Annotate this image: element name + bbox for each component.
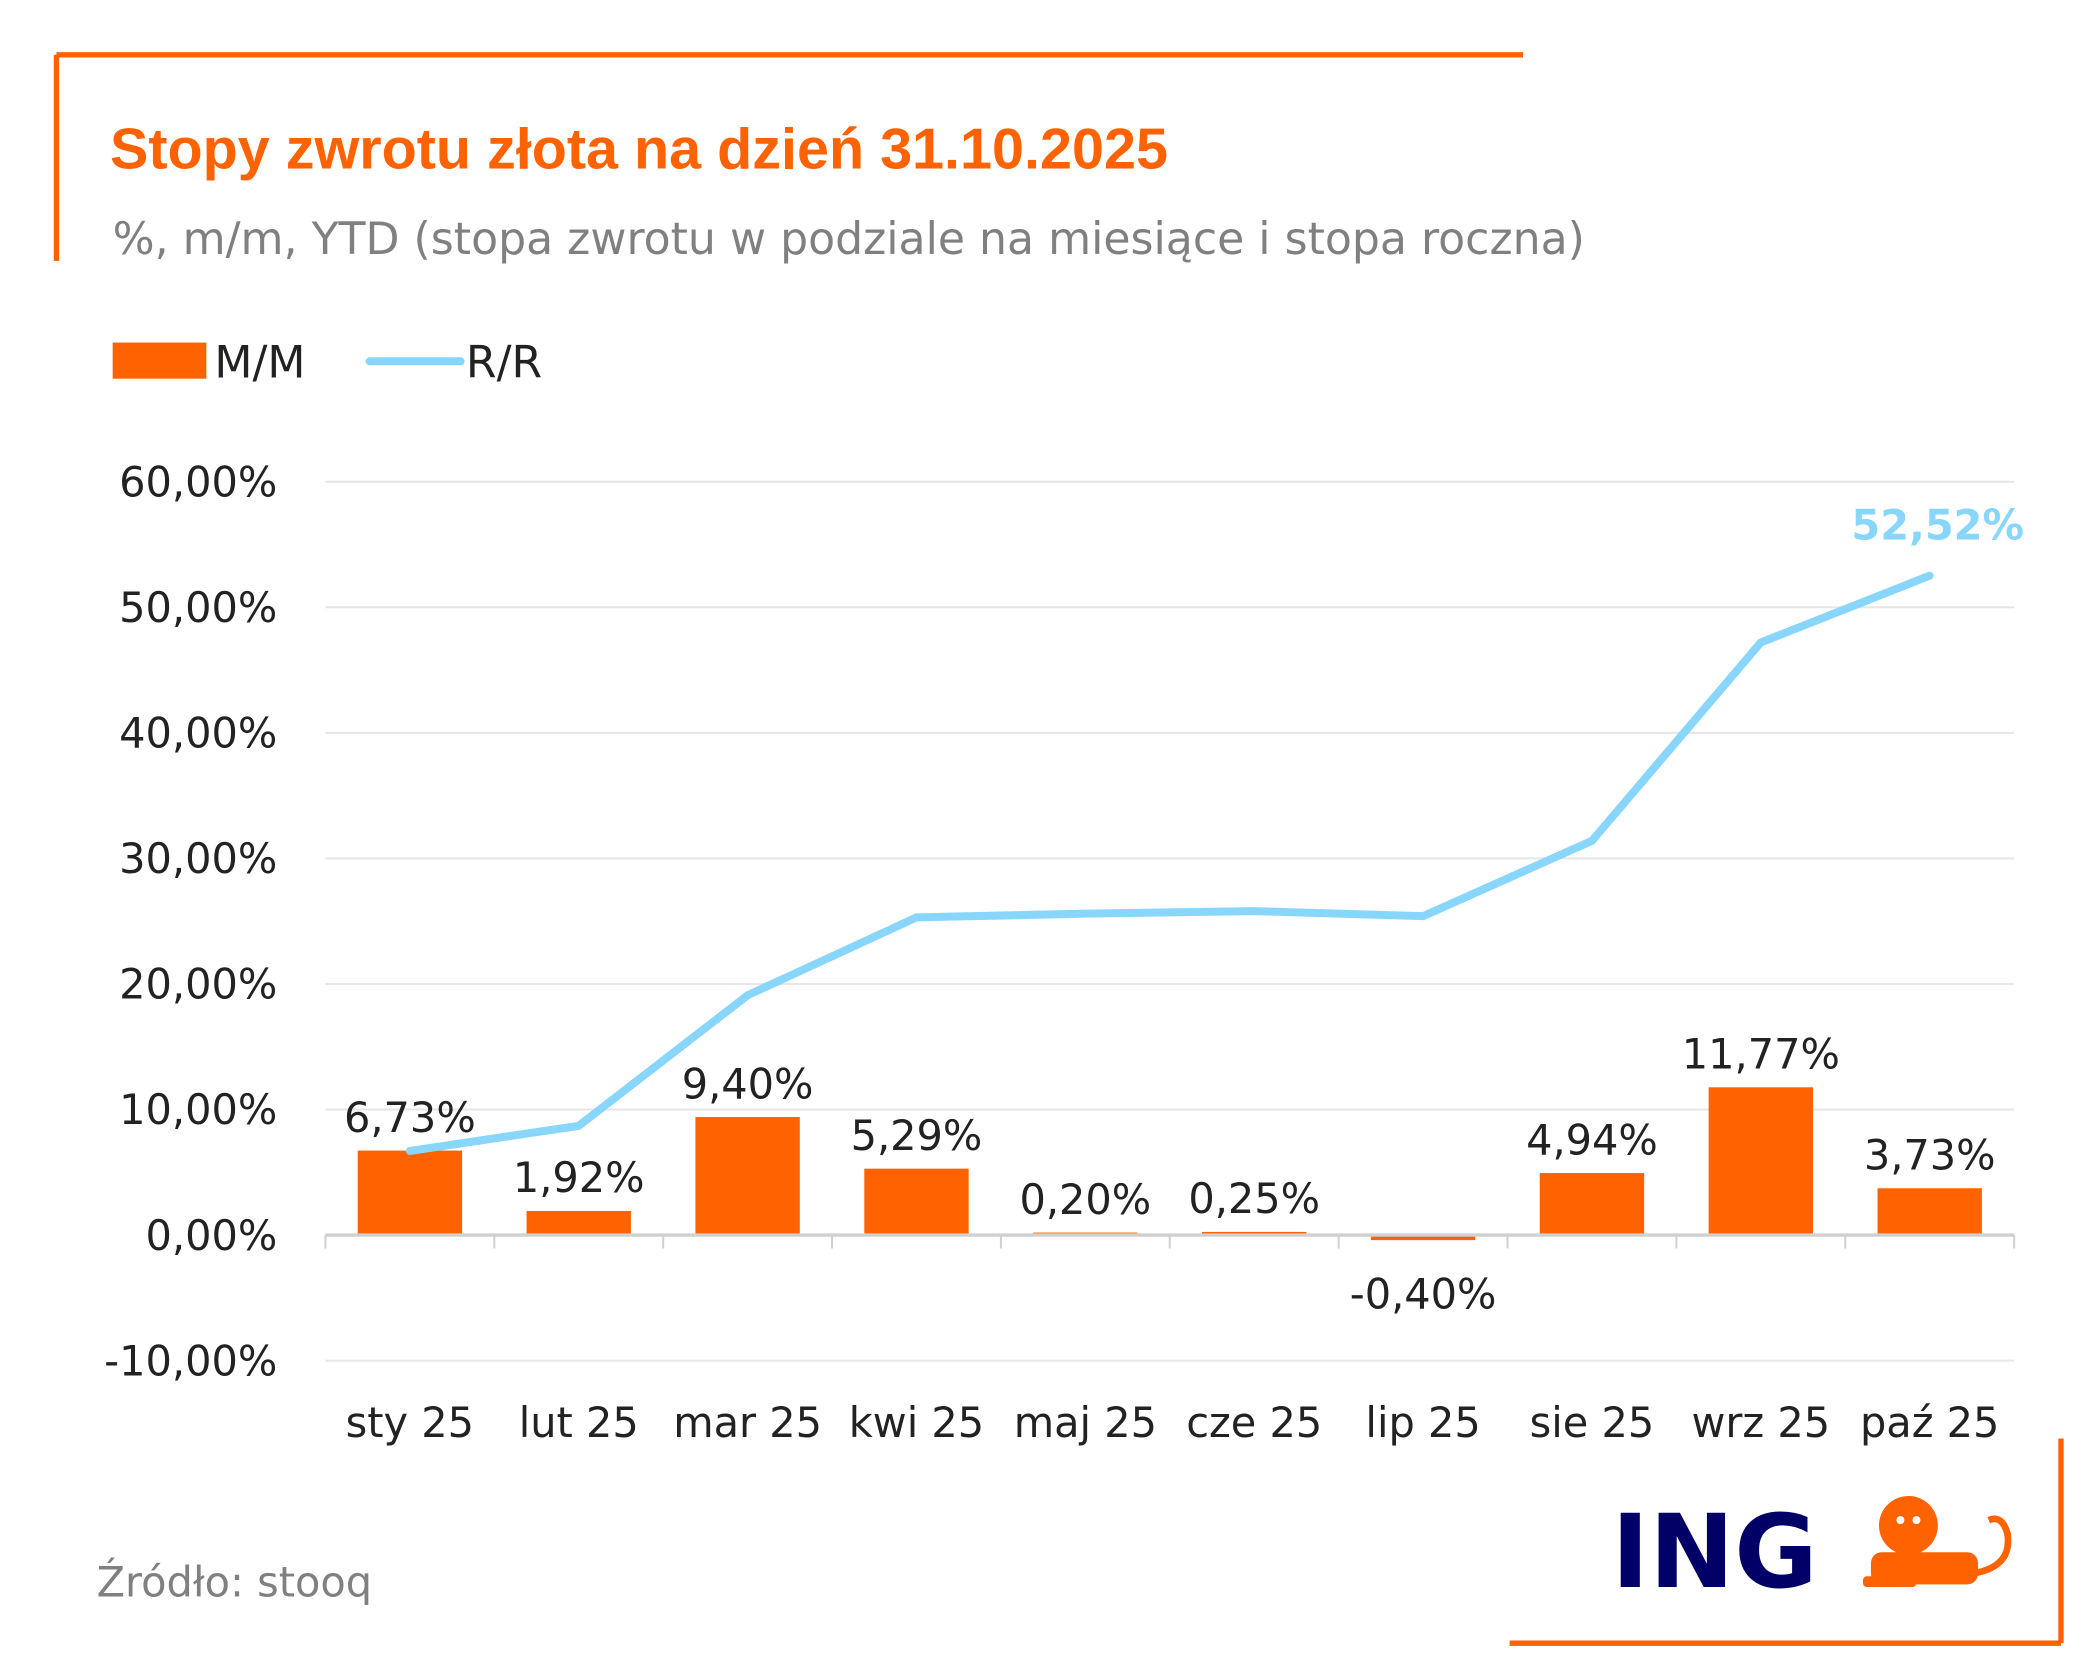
bar-data-label: 9,40% — [682, 1059, 814, 1108]
data-labels: 6,73% 1,92% 9,40% 5,29% 0,20% 0,25% -0,40% 4,94… — [344, 501, 2024, 1319]
ing-logo-text: ING — [1611, 1493, 1817, 1611]
ing-logo: ING — [1611, 1493, 2012, 1611]
x-tick-label: maj 25 — [1014, 1398, 1157, 1447]
bar-sty 25 — [357, 1150, 463, 1236]
gridlines — [325, 480, 2015, 1362]
y-tick-label: 40,00% — [119, 709, 277, 758]
rr-last-label: 52,52% — [1851, 501, 2024, 550]
bar-data-label: 0,20% — [1019, 1175, 1151, 1224]
y-axis: -10,00% 0,00% 10,00% 20,00% 30,00% 40,00% 50,0… — [104, 457, 277, 1385]
bar-data-label: 3,73% — [1864, 1131, 1996, 1180]
chart-title: Stopy zwrotu złota na dzień 31.10.2025 — [110, 118, 1168, 182]
chart-subtitle: %, m/m, YTD (stopa zwrotu w podziale na … — [113, 214, 1585, 265]
x-tick-label: lip 25 — [1365, 1398, 1480, 1447]
bar-data-label: 0,25% — [1188, 1174, 1320, 1223]
y-tick-label: 10,00% — [119, 1085, 277, 1134]
bar-data-label: 6,73% — [344, 1093, 476, 1142]
bar-lut 25 — [526, 1210, 631, 1236]
bar-kwi 25 — [864, 1168, 969, 1236]
bar-data-label: -0,40% — [1350, 1270, 1497, 1319]
y-tick-label: 20,00% — [119, 960, 277, 1009]
y-tick-label: 60,00% — [119, 457, 277, 506]
frame-accent-top-left — [53, 52, 1524, 261]
y-tick-label: 30,00% — [119, 834, 277, 883]
legend: M/M R/R — [112, 337, 542, 388]
x-axis — [324, 1233, 2016, 1249]
source-note: Źródło: stooq — [97, 1557, 372, 1606]
bar-data-label: 5,29% — [851, 1111, 983, 1160]
legend-label-mm: M/M — [214, 337, 305, 388]
rr-line-path — [405, 571, 1934, 1155]
bar-data-label: 4,94% — [1526, 1115, 1658, 1164]
frame-accent-bottom-right — [1509, 1438, 2064, 1646]
rr-line — [405, 571, 1934, 1155]
legend-swatch-mm — [112, 342, 207, 379]
y-tick-label: -10,00% — [104, 1336, 277, 1385]
x-tick-label: sty 25 — [346, 1398, 474, 1447]
lion-icon — [1862, 1496, 2012, 1588]
x-tick-label: paź 25 — [1860, 1398, 1999, 1447]
x-tick-label: mar 25 — [673, 1398, 822, 1447]
x-tick-label: kwi 25 — [849, 1398, 984, 1447]
bar-data-label: 11,77% — [1682, 1030, 1840, 1079]
bar-wrz 25 — [1708, 1087, 1814, 1236]
bar-lip 25 — [1370, 1235, 1476, 1241]
x-tick-labels: sty 25 lut 25 mar 25 kwi 25 maj 25 cze 25 lip … — [346, 1398, 2000, 1447]
bar-mar 25 — [695, 1117, 800, 1236]
x-tick-label: sie 25 — [1530, 1398, 1655, 1447]
bar-paź 25 — [1877, 1188, 1982, 1236]
x-tick-label: lut 25 — [519, 1398, 639, 1447]
bar-data-label: 1,92% — [513, 1153, 645, 1202]
bar-sie 25 — [1539, 1173, 1645, 1236]
x-tick-label: cze 25 — [1186, 1398, 1322, 1447]
legend-label-rr: R/R — [466, 337, 542, 388]
x-tick-label: wrz 25 — [1691, 1398, 1830, 1447]
y-tick-label: 0,00% — [146, 1211, 278, 1260]
y-tick-label: 50,00% — [119, 583, 277, 632]
